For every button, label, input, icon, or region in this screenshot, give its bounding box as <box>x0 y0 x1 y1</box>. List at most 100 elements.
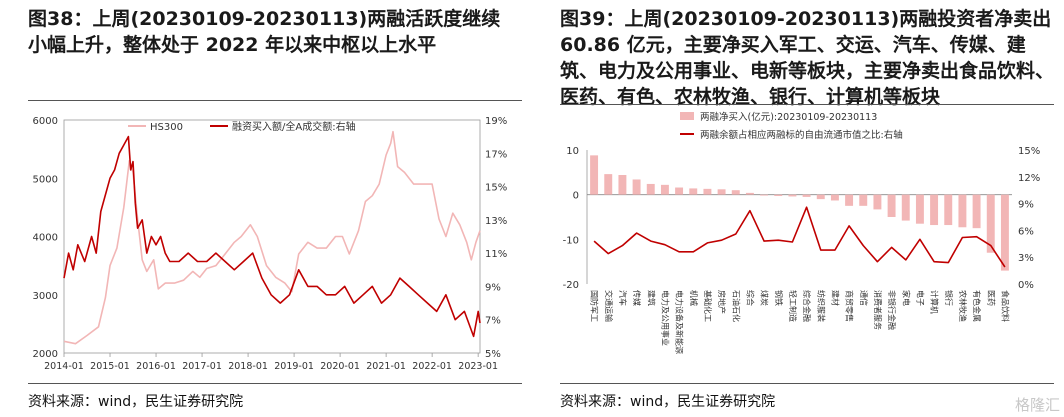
left-axis-tick-label: 3000 <box>33 291 58 302</box>
net-buy-bar <box>901 194 910 221</box>
x-axis-tick-label: 2016-01 <box>136 361 176 372</box>
right-bottom-rule <box>560 383 1054 384</box>
left-axis-tick-label: 0 <box>573 191 579 202</box>
net-buy-bar <box>646 183 655 195</box>
category-label: 家电 <box>901 290 911 306</box>
net-buy-bar <box>703 188 712 195</box>
net-buy-bar <box>802 194 811 197</box>
x-axis-tick-label: 2023-01 <box>458 361 498 372</box>
category-label: 传媒 <box>632 290 642 306</box>
net-buy-bar <box>816 194 825 200</box>
right-axis-tick-label: 11% <box>485 249 507 260</box>
right-chart-title: 图39：上周(20230109-20230113)两融投资者净卖出 60.86 … <box>560 8 1055 108</box>
category-label: 建筑 <box>646 290 656 306</box>
net-buy-bar <box>660 184 669 195</box>
left-axis-tick-label: 5000 <box>33 174 58 185</box>
legend-label: 两融余额占相应两融标的自由流通市值之比:右轴 <box>700 129 903 141</box>
plot-area-frame <box>63 119 481 354</box>
right-axis-tick-label: 9% <box>485 282 501 293</box>
category-label: 国防军工 <box>590 290 600 322</box>
net-buy-bar <box>845 194 854 206</box>
x-axis-tick-label: 2018-01 <box>228 361 268 372</box>
net-buy-bar <box>717 189 726 195</box>
category-label: 煤炭 <box>760 290 770 306</box>
hs300-line <box>63 130 481 345</box>
net-buy-bar <box>604 174 613 195</box>
category-label: 农林牧渔 <box>958 290 968 322</box>
left-axis-tick-label: -20 <box>563 280 579 291</box>
right-axis-tick-label: 3% <box>1018 253 1034 264</box>
x-axis-tick-label: 2022-01 <box>412 361 452 372</box>
net-buy-bar <box>986 194 995 253</box>
left-source-note: 资料来源：wind，民生证券研究院 <box>28 394 244 410</box>
net-buy-bar <box>745 192 754 195</box>
category-label: 电子 <box>915 290 925 306</box>
x-axis-tick-label: 2019-01 <box>274 361 314 372</box>
left-bottom-rule <box>28 383 522 384</box>
x-axis-tick-label: 2015-01 <box>90 361 130 372</box>
net-buy-bar <box>675 187 684 195</box>
net-buy-bar <box>1000 194 1009 271</box>
right-axis-tick-label: 9% <box>1018 200 1034 211</box>
watermark-logo: 格隆汇 <box>1014 396 1060 414</box>
category-label: 基础化工 <box>703 290 713 322</box>
left-chart-svg: 2000 3000 4000 5000 6000 5% 7% 9% 11% 13% 15% 17% 19… <box>33 116 508 372</box>
net-buy-bar <box>689 188 698 195</box>
category-label: 消费者服务 <box>873 290 883 330</box>
net-buy-bar <box>618 175 627 195</box>
x-axis-tick-label: 2021-01 <box>366 361 406 372</box>
right-chart-svg: -20 -10 0 10 0% 3% 6% 9% 12% 15% 国防军工 交通运输 汽车 传媒 建筑 电力及… <box>563 111 1041 354</box>
net-buy-bar <box>972 194 981 229</box>
net-buy-bar <box>887 194 896 217</box>
category-label: 商贸零售 <box>845 290 855 322</box>
left-axis-tick-label: 2000 <box>33 349 58 360</box>
category-label: 综合金融 <box>802 290 812 322</box>
right-axis-tick-label: 15% <box>1018 146 1040 157</box>
net-buy-bar <box>830 194 839 201</box>
net-buy-bar <box>873 194 882 210</box>
right-axis-tick-label: 6% <box>1018 226 1034 237</box>
category-label: 银行 <box>944 290 954 306</box>
net-buy-bar <box>760 194 769 196</box>
category-label: 医药 <box>986 290 996 306</box>
net-buy-bar <box>915 194 924 224</box>
x-axis-tick-label: 2014-01 <box>44 361 84 372</box>
category-label: 轻工制造 <box>788 290 798 322</box>
category-label: 非银行金融 <box>887 290 897 330</box>
legend-label: 融资买入额/全A成交额:右轴 <box>232 120 356 133</box>
category-label: 机械 <box>689 290 699 306</box>
right-axis-tick-label: 13% <box>485 216 507 227</box>
right-axis-tick-label: 5% <box>485 349 501 360</box>
category-label: 电力及公用事业 <box>660 290 670 346</box>
category-label: 电力设备及新能源 <box>675 290 685 354</box>
right-top-rule <box>560 104 1054 105</box>
net-buy-bar <box>788 194 797 197</box>
category-label: 石油石化 <box>731 290 741 322</box>
category-label: 有色金属 <box>972 290 982 322</box>
left-chart-title: 图38：上周(20230109-20230113)两融活跃度继续小幅上升，整体处… <box>28 8 501 56</box>
category-label: 交通运输 <box>604 290 614 322</box>
net-buy-bar <box>774 194 783 197</box>
x-axis-tick-label: 2017-01 <box>182 361 222 372</box>
right-source-note: 资料来源：wind，民生证券研究院 <box>560 394 776 410</box>
left-top-rule <box>28 100 522 101</box>
right-axis-tick-label: 19% <box>485 116 507 127</box>
category-label: 汽车 <box>618 290 628 306</box>
right-axis-tick-label: 15% <box>485 183 507 194</box>
right-axis-tick-label: 17% <box>485 149 507 160</box>
category-label: 建材 <box>830 290 840 306</box>
x-axis-tick-label: 2020-01 <box>320 361 360 372</box>
net-buy-bar <box>958 194 967 228</box>
left-axis-tick-label: 4000 <box>33 233 58 244</box>
net-buy-bar <box>731 190 740 195</box>
left-chart-panel: 图38：上周(20230109-20230113)两融活跃度继续小幅上升，整体处… <box>28 8 522 410</box>
right-axis-tick-label: 12% <box>1018 173 1040 184</box>
category-label: 房地产 <box>717 290 727 314</box>
left-axis-tick-label: 10 <box>566 146 579 157</box>
right-axis-tick-label: 0% <box>1018 280 1034 291</box>
left-axis-tick-label: -10 <box>563 235 579 246</box>
net-buy-bar <box>930 194 939 226</box>
right-axis-tick-label: 7% <box>485 316 501 327</box>
left-axis-tick-label: 6000 <box>33 116 58 127</box>
category-label: 食品饮料 <box>1000 290 1010 322</box>
